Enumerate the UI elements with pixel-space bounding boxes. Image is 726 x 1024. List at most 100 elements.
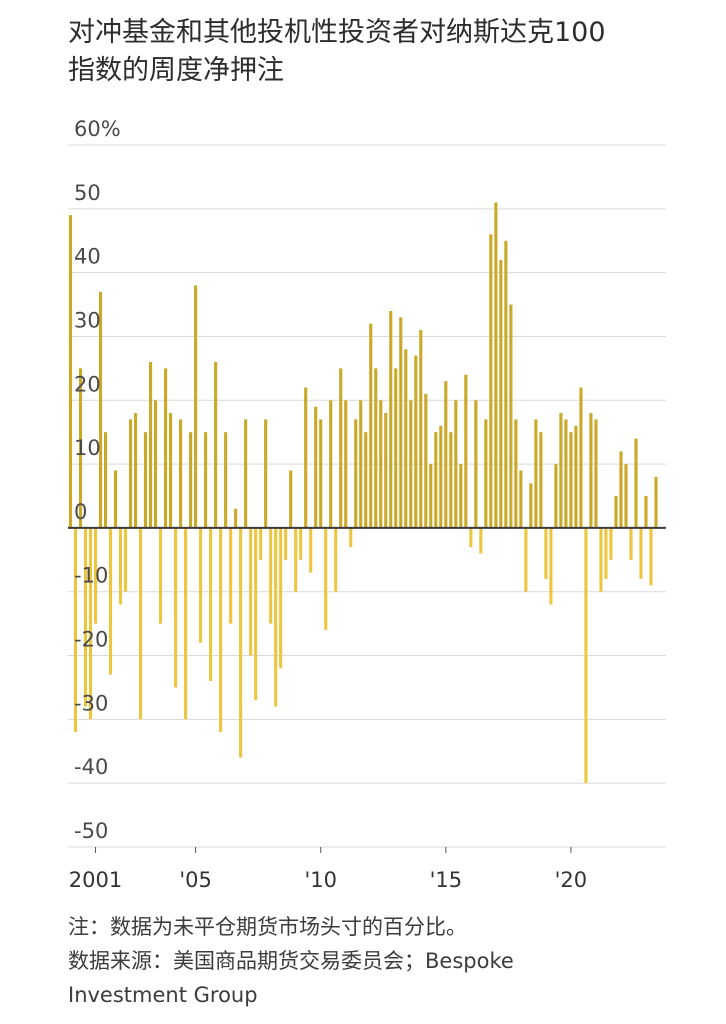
x-axis-ticks: 2001 '05 '10 '15 '20 (69, 847, 587, 892)
bar-positive (314, 406, 318, 528)
bar-positive (494, 202, 498, 528)
bar-positive (579, 387, 583, 528)
bar-positive (374, 368, 378, 528)
bar-positive (624, 464, 628, 528)
bar-negative (83, 527, 88, 707)
bar-positive (103, 432, 108, 528)
bar-negative (324, 527, 328, 631)
x-tick-label: '05 (179, 868, 212, 892)
bar-negative (93, 527, 98, 624)
bar-positive (179, 419, 183, 528)
bar-negative (139, 527, 143, 720)
bar-positive (68, 215, 73, 528)
bar-positive (98, 291, 103, 528)
bar-positive (384, 413, 388, 528)
bar-positive (369, 323, 373, 528)
y-tick-label: 60% (74, 117, 121, 141)
bar-negative (629, 527, 633, 560)
source-text-line-2: Investment Group (68, 983, 258, 1007)
bar-negative (209, 527, 213, 682)
bar-positive (214, 361, 218, 528)
bar-negative (279, 527, 283, 669)
x-tick-label: '20 (555, 868, 588, 892)
bar-positive (234, 508, 238, 528)
bar-negative (309, 527, 313, 573)
bar-negative (219, 527, 223, 733)
bar-positive (554, 464, 558, 528)
bar-positive (154, 400, 158, 528)
x-tick-label: '10 (304, 868, 337, 892)
bar-positive (529, 483, 533, 528)
bar-positive (129, 419, 133, 528)
bar-positive (474, 400, 478, 528)
bar-negative (294, 527, 298, 592)
bar-positive (594, 419, 598, 528)
bar-negative (174, 527, 178, 688)
bar-positive (644, 496, 648, 528)
bar-positive (484, 419, 488, 528)
bar-positive (78, 368, 83, 528)
y-tick-label: -40 (74, 755, 108, 779)
bar-positive (449, 432, 453, 528)
bar-positive (619, 451, 623, 528)
bar-positive (134, 413, 138, 528)
y-tick-label: 10 (74, 436, 101, 460)
bar-positive (149, 361, 153, 528)
bar-negative (274, 527, 278, 707)
bar-positive (614, 496, 618, 528)
bar-positive (364, 432, 368, 528)
bar-positive (514, 419, 518, 528)
chart-title: 对冲基金和其他投机性投资者对纳斯达克100 指数的周度净押注 (68, 14, 708, 90)
bar-positive (144, 432, 148, 528)
bar-negative (299, 527, 303, 560)
bar-negative (649, 527, 653, 586)
y-tick-label: 20 (74, 372, 101, 396)
bar-positive (489, 234, 493, 528)
bar-negative (349, 527, 353, 548)
bar-positive (424, 393, 428, 528)
bar-negative (73, 527, 78, 733)
bar-positive (244, 419, 248, 528)
y-axis-ticks: 60% 50 40 30 20 10 0 -10 -20 -30 -40 -50 (74, 117, 121, 843)
x-tick-label: '15 (430, 868, 463, 892)
bar-negative (199, 527, 203, 643)
bar-positive (589, 413, 593, 528)
bar-positive (404, 349, 408, 528)
bar-chart: 60% 50 40 30 20 10 0 -10 -20 -30 -40 -50 2001 '05 '10… (68, 117, 666, 892)
bar-positive (379, 400, 383, 528)
chart-title-line-2: 指数的周度净押注 (68, 55, 284, 86)
bar-negative (599, 527, 603, 592)
bar-negative (254, 527, 258, 701)
y-tick-label: 50 (74, 181, 101, 205)
bar-positive (329, 400, 333, 528)
bar-positive (289, 470, 293, 528)
bar-negative (184, 527, 188, 720)
bar-positive (504, 240, 508, 528)
bar-positive (194, 285, 198, 528)
bar-negative (159, 527, 163, 624)
bar-positive (224, 432, 228, 528)
bar-negative (108, 527, 113, 675)
bar-positive (429, 464, 433, 528)
bar-positive (169, 413, 173, 528)
bar-positive (509, 304, 513, 528)
bar-negative (88, 527, 93, 720)
bar-negative (584, 527, 588, 784)
bar-positive (459, 464, 463, 528)
y-tick-label: 30 (74, 308, 101, 332)
bar-negative (118, 527, 123, 605)
y-tick-label: 40 (74, 245, 101, 269)
bar-negative (549, 527, 553, 605)
bar-positive (354, 419, 358, 528)
bar-positive (454, 400, 458, 528)
bar-negative (259, 527, 263, 560)
bar-positive (519, 470, 523, 528)
bar-negative (639, 527, 643, 579)
x-tick-label: 2001 (69, 868, 122, 892)
y-tick-label: -20 (74, 628, 108, 652)
bar-positive (394, 368, 398, 528)
bar-positive (569, 432, 573, 528)
bar-positive (464, 374, 468, 528)
bar-positive (399, 317, 403, 528)
bar-positive (559, 413, 563, 528)
